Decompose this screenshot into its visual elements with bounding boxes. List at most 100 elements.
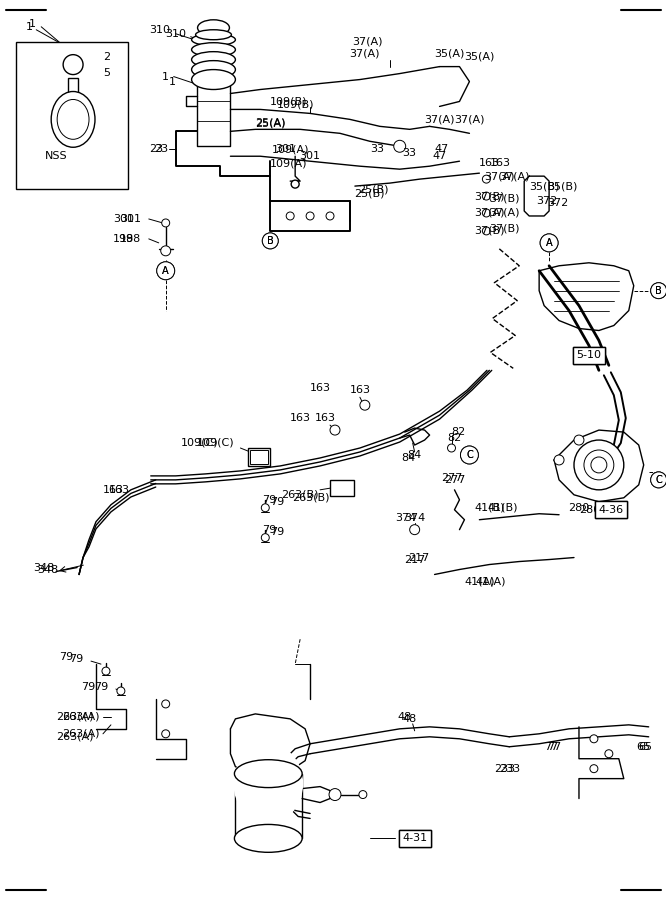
Circle shape: [326, 212, 334, 220]
Text: 277: 277: [444, 475, 465, 485]
Text: 374: 374: [395, 513, 416, 523]
Text: 41(A): 41(A): [476, 577, 506, 587]
Circle shape: [574, 435, 584, 445]
Bar: [68, 77, 78, 95]
Text: 37(A): 37(A): [484, 171, 514, 181]
Circle shape: [651, 472, 666, 488]
Circle shape: [540, 234, 558, 252]
Text: 65: 65: [639, 742, 653, 751]
Text: B: B: [655, 285, 662, 296]
Text: 25(B): 25(B): [358, 184, 388, 194]
Text: 79: 79: [262, 495, 277, 505]
Ellipse shape: [57, 100, 89, 140]
Text: A: A: [546, 238, 552, 248]
Text: 84: 84: [408, 450, 422, 460]
Text: 109(C): 109(C): [181, 437, 218, 447]
Text: 280: 280: [568, 503, 590, 513]
Text: 374: 374: [404, 513, 426, 523]
Text: C: C: [466, 450, 473, 460]
Text: 109(A): 109(A): [271, 144, 309, 154]
Text: 1: 1: [162, 72, 169, 82]
Text: 372: 372: [547, 198, 568, 208]
Text: 301: 301: [275, 144, 296, 154]
Text: 163: 163: [103, 485, 124, 495]
Text: 163: 163: [315, 413, 336, 423]
Circle shape: [482, 227, 490, 235]
Text: 310: 310: [149, 25, 170, 35]
Text: 37(B): 37(B): [490, 194, 520, 203]
Text: 33: 33: [403, 148, 417, 158]
Ellipse shape: [51, 92, 95, 148]
Text: 65: 65: [637, 742, 651, 751]
Text: 41(B): 41(B): [474, 503, 505, 513]
Ellipse shape: [234, 824, 302, 852]
Circle shape: [591, 457, 607, 472]
Text: 35(A): 35(A): [434, 49, 465, 58]
Circle shape: [157, 262, 175, 280]
Text: 35(B): 35(B): [529, 181, 560, 191]
Ellipse shape: [233, 743, 303, 824]
Ellipse shape: [195, 30, 231, 40]
Text: 263(A): 263(A): [62, 729, 100, 739]
Text: 25(A): 25(A): [255, 119, 286, 129]
Ellipse shape: [197, 20, 229, 36]
Text: 263(A): 263(A): [56, 712, 93, 722]
Text: 217: 217: [408, 553, 429, 562]
Text: 301: 301: [113, 214, 134, 224]
Text: 109(B): 109(B): [276, 99, 314, 110]
Text: 33: 33: [370, 144, 384, 154]
Text: 2: 2: [103, 51, 110, 61]
Circle shape: [590, 734, 598, 742]
Circle shape: [161, 730, 169, 738]
Circle shape: [161, 246, 171, 256]
Text: 4-31: 4-31: [402, 833, 428, 843]
Text: 25(B): 25(B): [355, 188, 385, 198]
Text: 1: 1: [169, 76, 175, 86]
Text: 35(B): 35(B): [547, 181, 578, 191]
Text: 233: 233: [494, 764, 515, 774]
Text: 163: 163: [109, 485, 129, 495]
Text: 79: 79: [59, 652, 73, 662]
Text: 198: 198: [113, 234, 134, 244]
Ellipse shape: [191, 69, 235, 89]
Bar: [16, 41, 128, 189]
Circle shape: [359, 790, 367, 798]
Circle shape: [482, 176, 490, 183]
Ellipse shape: [191, 51, 235, 68]
Text: 1: 1: [26, 22, 33, 32]
Text: 82: 82: [452, 428, 466, 437]
Circle shape: [482, 192, 490, 200]
Text: 48: 48: [403, 714, 417, 724]
Text: 310: 310: [165, 29, 186, 39]
Text: 77: 77: [547, 742, 561, 751]
Text: 37(A): 37(A): [424, 114, 455, 124]
Text: 79: 79: [69, 654, 83, 664]
Circle shape: [540, 234, 558, 252]
Text: 23: 23: [153, 144, 168, 154]
Text: 109(A): 109(A): [270, 158, 307, 168]
Text: 263(B): 263(B): [292, 493, 329, 503]
Text: 4-36: 4-36: [598, 505, 624, 515]
Circle shape: [605, 750, 613, 758]
Text: 263(A): 263(A): [62, 712, 100, 722]
Text: 277: 277: [442, 472, 463, 483]
Text: 348: 348: [33, 562, 55, 572]
Circle shape: [360, 400, 370, 410]
Text: B: B: [655, 285, 662, 296]
Text: C: C: [655, 475, 662, 485]
Circle shape: [651, 472, 666, 488]
Text: 77: 77: [544, 742, 558, 751]
Circle shape: [590, 765, 598, 773]
Text: 163: 163: [310, 383, 331, 393]
Bar: [330, 480, 354, 496]
Text: 5-10: 5-10: [576, 350, 602, 360]
Text: 37(B): 37(B): [490, 224, 520, 234]
Text: 217: 217: [404, 554, 426, 564]
Circle shape: [584, 450, 614, 480]
Ellipse shape: [191, 42, 235, 57]
Circle shape: [448, 444, 456, 452]
Circle shape: [261, 504, 269, 512]
Circle shape: [63, 55, 83, 75]
Ellipse shape: [234, 760, 302, 788]
Text: C: C: [466, 450, 473, 460]
